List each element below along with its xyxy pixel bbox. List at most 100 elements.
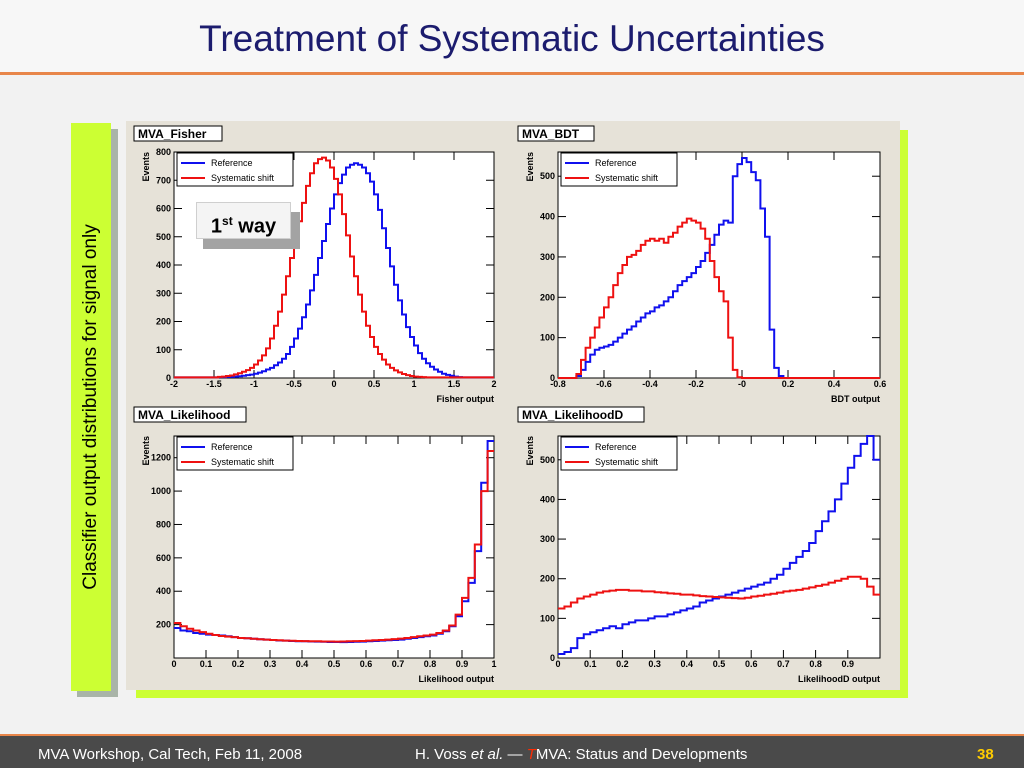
legend-label: Reference: [595, 442, 637, 452]
x-tick-label: 0.4: [828, 379, 841, 389]
badge-word: way: [232, 215, 277, 238]
x-tick-label: -2: [170, 379, 178, 389]
x-tick-label: 0.9: [842, 659, 855, 669]
chart-title: MVA_Likelihood: [138, 408, 230, 422]
x-tick-label: -0.6: [596, 379, 612, 389]
footer-author: H. Voss et al. — TMVA: Status and Develo…: [415, 746, 747, 763]
footer-tmva-t: T: [526, 746, 536, 763]
y-tick-label: 400: [540, 212, 555, 222]
x-tick-label: 0.4: [681, 659, 694, 669]
chart-title-box: [517, 125, 595, 142]
x-tick-label: 0.5: [713, 659, 726, 669]
legend-label: Reference: [595, 158, 637, 168]
x-tick-label: 0: [171, 659, 176, 669]
y-tick-label: 100: [156, 345, 171, 355]
legend-label: Systematic shift: [595, 173, 659, 183]
x-tick-label: -0.8: [550, 379, 566, 389]
x-tick-label: 0.7: [777, 659, 790, 669]
header-bar: [0, 0, 1024, 74]
y-tick-label: 1000: [151, 486, 171, 496]
x-tick-label: 0.6: [874, 379, 887, 389]
x-tick-label: -0.5: [286, 379, 302, 389]
legend-label: Reference: [211, 442, 253, 452]
y-tick-label: 200: [156, 317, 171, 327]
chart-title-box: [133, 125, 223, 142]
series-systematic-shift-line: [558, 217, 880, 379]
footer-talk-title: MVA: Status and Developments: [535, 746, 748, 763]
legend-label: Systematic shift: [211, 173, 275, 183]
x-tick-label: 1.5: [448, 379, 461, 389]
first-way-badge: 1st way: [196, 202, 291, 239]
legend-box: [560, 436, 678, 471]
legend-box: [176, 436, 294, 471]
y-tick-label: 700: [156, 175, 171, 185]
x-tick-label: 0.6: [745, 659, 758, 669]
y-tick-label: 500: [156, 232, 171, 242]
y-axis-label: Events: [141, 436, 151, 466]
footer-dash: —: [503, 746, 527, 763]
x-tick-label: 0.3: [264, 659, 277, 669]
legend-label: Systematic shift: [595, 457, 659, 467]
x-tick-label: 0.1: [584, 659, 597, 669]
y-tick-label: 600: [156, 553, 171, 563]
chart-title: MVA_Fisher: [138, 127, 207, 141]
x-tick-label: 0: [555, 659, 560, 669]
x-tick-label: -1.5: [206, 379, 222, 389]
y-tick-label: 500: [540, 171, 555, 181]
x-tick-label: 0.2: [782, 379, 795, 389]
y-tick-label: 0: [550, 373, 555, 383]
footer-event: MVA Workshop, Cal Tech, Feb 11, 2008: [38, 746, 303, 763]
x-tick-label: 0: [331, 379, 336, 389]
header-rule: [0, 72, 1024, 75]
x-tick-label: 0.1: [200, 659, 213, 669]
x-tick-label: 0.2: [232, 659, 245, 669]
chart-title-box: [517, 406, 645, 423]
y-tick-label: 200: [156, 620, 171, 630]
y-tick-label: 1200: [151, 453, 171, 463]
plot-area: [557, 151, 881, 379]
x-tick-label: -0: [738, 379, 746, 389]
plot-area: [173, 435, 495, 659]
x-axis-label: Fisher output: [437, 394, 495, 404]
legend-label: Reference: [211, 158, 253, 168]
x-tick-label: 0.4: [296, 659, 309, 669]
y-tick-label: 500: [540, 455, 555, 465]
y-tick-label: 400: [156, 586, 171, 596]
y-axis-label: Events: [525, 152, 535, 182]
chart-3: MVA_Likelihood 200 400 600 800 1000 1200 0 0.1 0.…: [133, 406, 497, 684]
y-tick-label: 600: [156, 204, 171, 214]
slide-title: Treatment of Systematic Uncertainties: [199, 18, 825, 59]
x-tick-label: 1: [491, 659, 496, 669]
footer-rule: [0, 734, 1024, 736]
y-tick-label: 400: [156, 260, 171, 270]
y-tick-label: 200: [540, 292, 555, 302]
footer-bar: [0, 734, 1024, 768]
x-axis-label: LikelihoodD output: [798, 674, 880, 684]
side-banner: [71, 123, 111, 691]
y-tick-label: 300: [540, 252, 555, 262]
x-tick-label: 0.2: [616, 659, 629, 669]
y-tick-label: 300: [540, 534, 555, 544]
badge-superscript: st: [222, 214, 233, 228]
x-tick-label: 0.8: [424, 659, 437, 669]
page-number: 38: [977, 746, 994, 763]
x-tick-label: -0.4: [642, 379, 658, 389]
y-axis-label: Events: [525, 436, 535, 466]
y-tick-label: 0: [166, 373, 171, 383]
x-axis-label: Likelihood output: [419, 674, 495, 684]
chart-2: MVA_BDT 0 100 200 300 400 500 -0.8 -0.6 -0.4 -0.2 -…: [517, 125, 887, 404]
chart-title: MVA_LikelihoodD: [522, 408, 623, 422]
y-tick-label: 100: [540, 333, 555, 343]
x-tick-label: -1: [250, 379, 258, 389]
legend-label: Systematic shift: [211, 457, 275, 467]
x-tick-label: 1: [411, 379, 416, 389]
chart-1: MVA_Fisher 0 100 200 300 400 500 600 700 800 -2 -1.…: [133, 125, 497, 404]
plot-area: [173, 151, 495, 379]
footer-author-name: H. Voss: [415, 746, 471, 763]
footer-etal: et al.: [470, 746, 504, 763]
x-tick-label: -0.2: [688, 379, 704, 389]
chart-4: MVA_LikelihoodD 0 100 200 300 400 500 0 0.1 0.2 0.…: [517, 406, 881, 684]
series-systematic-shift-line: [558, 575, 880, 610]
legend-box: [176, 152, 294, 187]
